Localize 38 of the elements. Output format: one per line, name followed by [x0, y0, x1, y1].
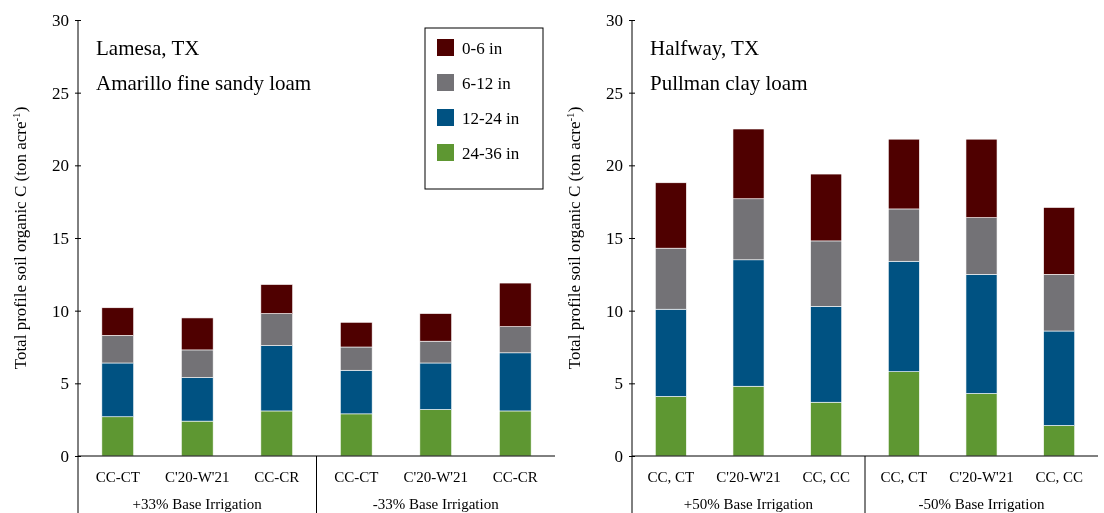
legend-label: 12-24 in — [462, 109, 520, 128]
text: Amarillo fine sandy loam — [96, 71, 312, 95]
y-tick-label: 25 — [52, 83, 69, 103]
legend-label: 24-36 in — [462, 144, 520, 163]
y-tick-label: 30 — [606, 10, 623, 30]
text: -33% Base Irrigation — [372, 496, 500, 512]
y-tick-label: 30 — [52, 10, 69, 30]
legend-label: 6-12 in — [462, 74, 512, 93]
y-tick-label: 15 — [606, 228, 623, 248]
text: +50% Base Irrigation — [683, 496, 814, 512]
text: Lamesa, TX — [96, 36, 200, 60]
y-tick-label: 0 — [614, 446, 623, 466]
x-tick-label: CC-CT — [95, 469, 140, 485]
x-tick-label: CC-CT — [334, 469, 379, 485]
x-tick-label: C'20-W'21 — [403, 469, 469, 485]
y-tick-label: 20 — [606, 156, 623, 176]
y-tick-label: 5 — [60, 374, 69, 394]
text: Halfway, TX — [650, 36, 760, 60]
y-tick-label: 10 — [606, 301, 623, 321]
x-tick-label: CC, CC — [802, 469, 850, 485]
x-tick-label: CC, CT — [880, 469, 928, 485]
y-tick-label: 10 — [52, 301, 69, 321]
y-tick-label: 5 — [614, 374, 623, 394]
x-tick-label: C'20-W'21 — [164, 469, 230, 485]
y-tick-label: 0 — [60, 446, 69, 466]
x-tick-label: CC-CR — [254, 469, 300, 485]
x-tick-label: CC, CC — [1035, 469, 1083, 485]
y-tick-label: 15 — [52, 228, 69, 248]
legend-label: 0-6 in — [462, 39, 503, 58]
text: Pullman clay loam — [650, 71, 808, 95]
x-tick-label: C'20-W'21 — [949, 469, 1014, 485]
y-tick-label: 20 — [52, 156, 69, 176]
x-tick-label: C'20-W'21 — [716, 469, 781, 485]
text: -50% Base Irrigation — [918, 496, 1045, 512]
x-tick-label: CC, CT — [647, 469, 695, 485]
y-tick-label: 25 — [606, 83, 623, 103]
text: +33% Base Irrigation — [132, 496, 263, 512]
x-tick-label: CC-CR — [492, 469, 538, 485]
